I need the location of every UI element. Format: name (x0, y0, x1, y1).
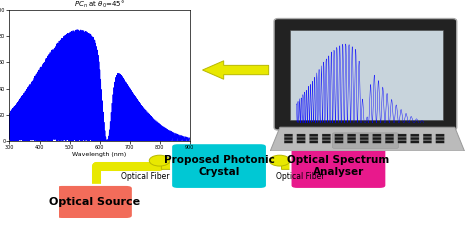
FancyBboxPatch shape (290, 30, 443, 120)
X-axis label: Wavelength (nm): Wavelength (nm) (73, 152, 127, 157)
Circle shape (149, 155, 170, 166)
FancyBboxPatch shape (410, 140, 419, 143)
FancyBboxPatch shape (310, 140, 318, 143)
FancyBboxPatch shape (360, 137, 368, 140)
FancyBboxPatch shape (335, 140, 343, 143)
FancyBboxPatch shape (55, 185, 133, 219)
FancyBboxPatch shape (360, 134, 368, 137)
FancyBboxPatch shape (385, 134, 394, 137)
FancyBboxPatch shape (284, 137, 293, 140)
FancyBboxPatch shape (274, 19, 457, 130)
FancyBboxPatch shape (291, 143, 386, 189)
FancyBboxPatch shape (398, 140, 406, 143)
FancyBboxPatch shape (310, 134, 318, 137)
FancyBboxPatch shape (347, 137, 356, 140)
FancyBboxPatch shape (284, 140, 293, 143)
Circle shape (269, 155, 290, 166)
Polygon shape (282, 160, 297, 172)
FancyBboxPatch shape (310, 137, 318, 140)
FancyBboxPatch shape (373, 134, 381, 137)
Polygon shape (270, 127, 465, 151)
Text: Proposed Photonic
Crystal: Proposed Photonic Crystal (164, 155, 274, 177)
FancyBboxPatch shape (436, 140, 444, 143)
FancyBboxPatch shape (423, 140, 432, 143)
FancyBboxPatch shape (398, 137, 406, 140)
FancyBboxPatch shape (360, 140, 368, 143)
FancyBboxPatch shape (347, 140, 356, 143)
Text: Optical Fiber: Optical Fiber (120, 172, 169, 181)
Polygon shape (347, 104, 381, 115)
Polygon shape (202, 61, 269, 79)
FancyBboxPatch shape (398, 134, 406, 137)
FancyBboxPatch shape (347, 134, 356, 137)
FancyBboxPatch shape (385, 137, 394, 140)
FancyBboxPatch shape (373, 140, 381, 143)
FancyBboxPatch shape (410, 134, 419, 137)
FancyBboxPatch shape (335, 137, 343, 140)
FancyBboxPatch shape (322, 140, 331, 143)
Text: Optical Fiber: Optical Fiber (275, 172, 324, 181)
FancyBboxPatch shape (335, 134, 343, 137)
FancyBboxPatch shape (423, 134, 432, 137)
FancyBboxPatch shape (436, 134, 444, 137)
FancyBboxPatch shape (410, 137, 419, 140)
FancyBboxPatch shape (171, 143, 267, 189)
FancyBboxPatch shape (322, 134, 331, 137)
FancyBboxPatch shape (423, 137, 432, 140)
FancyBboxPatch shape (436, 137, 444, 140)
Title: $PC_n$ at $\theta_0$=45°: $PC_n$ at $\theta_0$=45° (74, 0, 125, 10)
FancyBboxPatch shape (385, 140, 394, 143)
FancyBboxPatch shape (297, 137, 305, 140)
FancyBboxPatch shape (322, 137, 331, 140)
FancyBboxPatch shape (297, 134, 305, 137)
FancyBboxPatch shape (284, 134, 293, 137)
FancyBboxPatch shape (373, 137, 381, 140)
Polygon shape (161, 160, 178, 172)
FancyBboxPatch shape (297, 140, 305, 143)
FancyBboxPatch shape (332, 133, 399, 148)
Text: Optical Source: Optical Source (49, 197, 140, 207)
Text: Optical Spectrum
Analyser: Optical Spectrum Analyser (287, 155, 390, 177)
